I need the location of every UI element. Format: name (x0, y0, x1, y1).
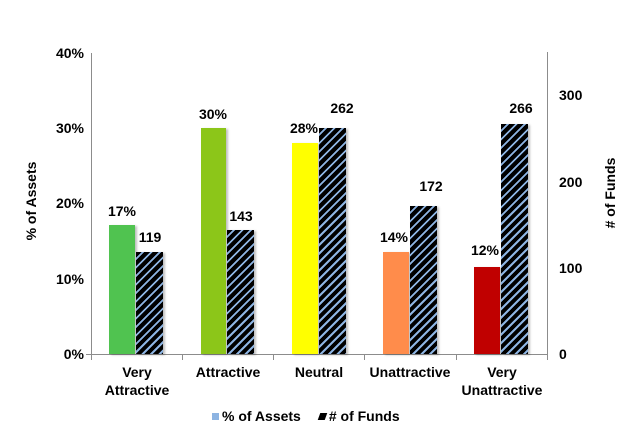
y-tick-label: 10% (55, 271, 84, 287)
y-tick-label: 0% (63, 346, 84, 362)
y-right-tick-label: 300 (559, 87, 583, 103)
y-tick-label: 40% (55, 45, 84, 61)
y-right-tick-label: 200 (559, 174, 583, 190)
bar-funds-very-attractive (136, 252, 163, 354)
category-label-line: Neutral (294, 364, 344, 380)
x-tick (456, 354, 457, 360)
data-label: 28% (289, 120, 319, 136)
left-axis-tick-0 (86, 354, 91, 355)
y-axis-title: % of Assets (23, 161, 39, 241)
data-label: 172 (419, 178, 443, 194)
bar-assets-attractive (201, 128, 226, 354)
data-label: 12% (470, 242, 500, 258)
category-label-line: Very (487, 364, 517, 380)
bar-funds-neutral (319, 128, 346, 354)
x-tick (182, 354, 183, 360)
y-right-tick-label: 0 (559, 346, 567, 362)
y-tick-label: 30% (55, 120, 84, 136)
x-tick (91, 354, 92, 360)
legend-swatch-funds-icon (317, 412, 328, 420)
legend: % of Assets # of Funds (212, 408, 418, 424)
y-right-axis-title: # of Funds (602, 157, 618, 229)
data-label: 30% (198, 106, 228, 122)
legend-item-assets: % of Assets (212, 408, 301, 424)
legend-label: % of Assets (222, 408, 301, 424)
legend-swatch-assets-icon (212, 412, 219, 420)
category-label-line: Unattractive (369, 364, 451, 380)
bar-funds-very-unattractive (501, 124, 528, 354)
category-label-line: Very (122, 364, 152, 380)
data-label: 14% (379, 229, 409, 245)
right-axis-line (547, 52, 548, 355)
y-right-tick-label: 100 (559, 260, 583, 276)
legend-label: # of Funds (328, 408, 400, 424)
category-label-unattractive: Unattractive (364, 363, 456, 381)
x-axis-line (86, 354, 548, 355)
x-tick (547, 354, 548, 360)
data-label: 17% (107, 203, 137, 219)
category-label-line: Attractive (104, 382, 170, 398)
data-label: 262 (330, 100, 354, 116)
category-label-attractive: Attractive (182, 363, 274, 381)
bar-assets-unattractive (383, 252, 409, 354)
x-tick (364, 354, 365, 360)
bar-funds-attractive (227, 230, 254, 354)
category-label-line: Attractive (195, 364, 261, 380)
bar-assets-very-unattractive (474, 267, 500, 354)
x-tick (273, 354, 274, 360)
category-label-neutral: Neutral (273, 363, 365, 381)
category-label-line: Unattractive (461, 382, 543, 398)
data-label: 119 (138, 229, 162, 245)
left-axis-line (91, 53, 92, 355)
y-tick-label: 20% (55, 195, 84, 211)
bar-assets-very-attractive (109, 225, 135, 354)
category-label-very-unattractive: Very Unattractive (456, 363, 548, 399)
data-label: 266 (509, 100, 533, 116)
legend-item-funds: # of Funds (317, 408, 400, 424)
category-label-very-attractive: Very Attractive (91, 363, 183, 399)
data-label: 143 (229, 208, 253, 224)
bar-funds-unattractive (410, 206, 437, 354)
bar-assets-neutral (292, 143, 318, 354)
